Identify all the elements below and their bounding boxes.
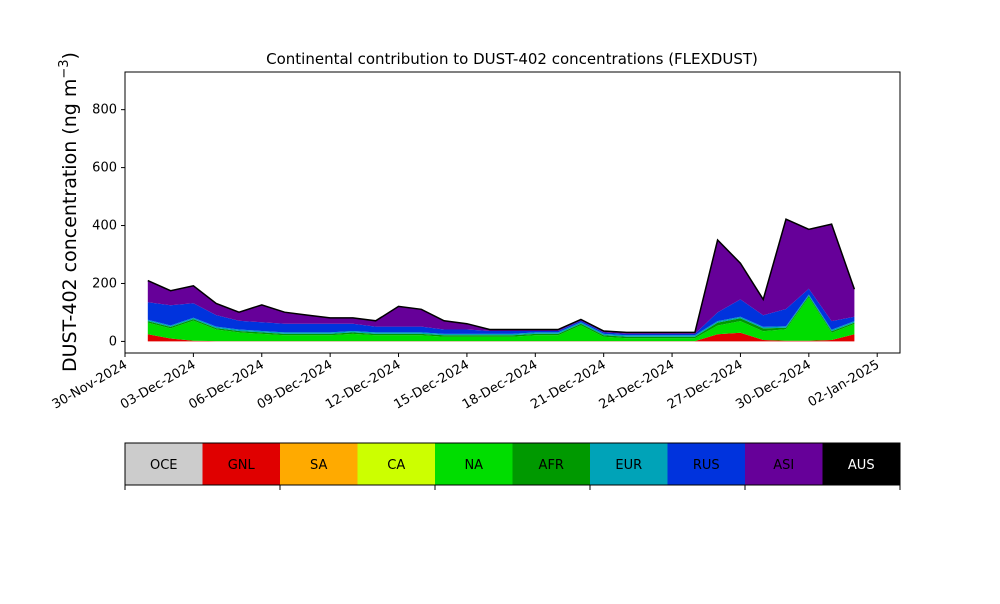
x-tick-label: 27-Dec-2024 (665, 357, 745, 412)
legend-swatch-asi (745, 443, 823, 485)
chart-title: Continental contribution to DUST-402 con… (266, 50, 758, 68)
legend-label-asi: ASI (773, 458, 794, 473)
y-tick-label: 0 (109, 334, 117, 349)
legend-swatch-rus (667, 443, 745, 485)
x-tick-label: 21-Dec-2024 (528, 357, 608, 412)
legend-label-afr: AFR (539, 458, 564, 473)
legend-label-sa: SA (310, 458, 327, 473)
y-tick-label: 600 (92, 161, 117, 176)
legend-label-oce: OCE (150, 458, 178, 473)
x-tick-label: 09-Dec-2024 (255, 357, 335, 412)
legend-label-ca: CA (387, 458, 405, 473)
x-tick-label: 12-Dec-2024 (323, 357, 403, 412)
x-tick-label: 15-Dec-2024 (392, 357, 472, 412)
total-outline (147, 218, 856, 334)
axes (124, 71, 901, 354)
legend-swatch-oce (125, 443, 203, 485)
legend-label-na: NA (464, 458, 483, 473)
area-gnl (147, 332, 855, 342)
y-tick-label: 400 (92, 219, 117, 234)
y-tick-label: 200 (92, 276, 117, 291)
y-axis-label: DUST-402 concentration (ng m−3) (57, 52, 81, 372)
area-asi (147, 219, 855, 334)
legend-swatch-eur (590, 443, 668, 485)
y-tick-label: 800 (92, 103, 117, 118)
x-tick-label: 02-Jan-2025 (806, 357, 883, 410)
legend-label-gnl: GNL (228, 458, 256, 473)
legend-border (124, 442, 901, 486)
legend-swatch-aus (822, 443, 900, 485)
stacked-areas (147, 218, 856, 342)
x-tick-label: 30-Dec-2024 (733, 357, 813, 412)
legend-swatch-sa (280, 443, 358, 485)
x-ticks: 30-Nov-202403-Dec-202406-Dec-202409-Dec-… (50, 353, 882, 413)
legend-swatch-na (435, 443, 513, 485)
legend-label-aus: AUS (848, 458, 875, 473)
legend-swatch-ca (357, 443, 435, 485)
x-tick-label: 03-Dec-2024 (118, 357, 198, 412)
continent-colorbar-legend: OCE GNL SA CA NA AFR EUR RUS ASI AUS (124, 442, 901, 490)
plot-frame (124, 71, 901, 354)
y-ticks: 0 200 400 600 800 (92, 103, 125, 349)
x-tick-label: 18-Dec-2024 (460, 357, 540, 412)
legend-label-rus: RUS (693, 458, 720, 473)
area-na (147, 297, 855, 342)
legend-label-eur: EUR (615, 458, 642, 473)
x-tick-label: 24-Dec-2024 (597, 357, 677, 412)
legend-swatch-gnl (202, 443, 280, 485)
legend-swatch-afr (512, 443, 590, 485)
x-tick-label: 06-Dec-2024 (186, 357, 266, 412)
